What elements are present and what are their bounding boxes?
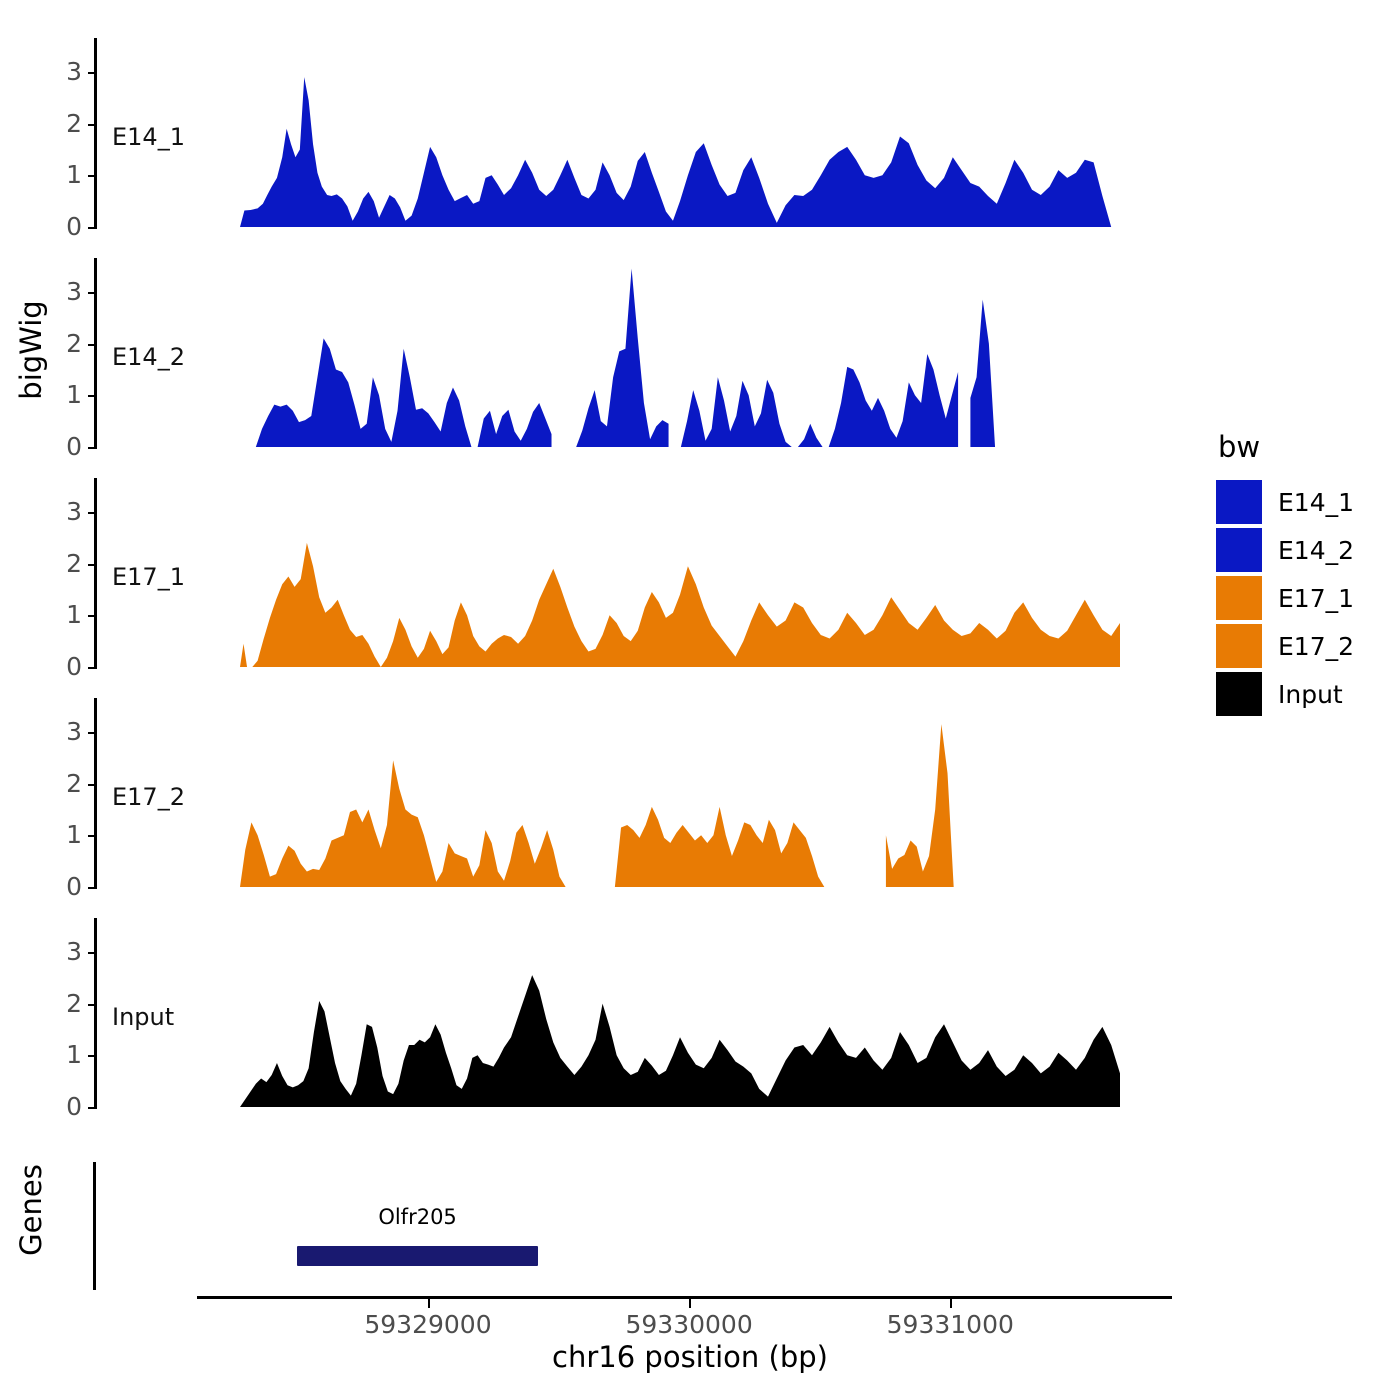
- y-tick: [88, 1107, 97, 1109]
- y-tick: [88, 1003, 97, 1006]
- x-axis-title: chr16 position (bp): [552, 1340, 828, 1374]
- y-tick: [88, 887, 97, 889]
- y-tick-label: 3: [66, 936, 82, 966]
- y-tick-label: 3: [66, 716, 82, 746]
- legend: bw E14_1 E14_2 E17_1 E17_2 Input: [1216, 430, 1354, 718]
- y-tick: [88, 123, 97, 126]
- x-tick-label: 59331000: [886, 1310, 1014, 1339]
- track-label-input: Input: [112, 1002, 175, 1031]
- gene-label: Olfr205: [378, 1205, 457, 1229]
- y-tick: [88, 563, 97, 566]
- y-tick: [88, 71, 97, 74]
- track-label-e17_2: E17_2: [112, 782, 185, 811]
- legend-swatch-icon: [1216, 576, 1262, 620]
- y-tick: [88, 951, 97, 954]
- legend-item-e14_2[interactable]: E14_2: [1216, 526, 1354, 574]
- y-tick-label: 2: [66, 988, 82, 1018]
- y-tick-label: 0: [66, 1092, 82, 1121]
- y-axis-line: [94, 698, 97, 888]
- waveform-input: [240, 975, 1120, 1107]
- y-tick: [88, 835, 97, 838]
- y-tick-label: 2: [66, 768, 82, 798]
- y-tick-label: 0: [66, 652, 82, 681]
- legend-item-e17_2[interactable]: E17_2: [1216, 622, 1354, 670]
- y-tick-label: 2: [66, 328, 82, 358]
- legend-swatch-icon: [1216, 480, 1262, 524]
- legend-item-label: E14_2: [1278, 535, 1355, 565]
- y-tick: [88, 615, 97, 618]
- y-tick: [88, 511, 97, 514]
- y-tick-label: 2: [66, 548, 82, 578]
- y-tick: [88, 227, 97, 229]
- legend-item-e17_1[interactable]: E17_1: [1216, 574, 1354, 622]
- y-tick-label: 0: [66, 432, 82, 461]
- y-axis-line: [94, 258, 97, 448]
- y-tick-label: 1: [66, 600, 82, 630]
- y-tick-label: 1: [66, 380, 82, 410]
- y-tick: [88, 395, 97, 398]
- track-label-e14_1: E14_1: [112, 122, 185, 151]
- y-tick: [88, 783, 97, 786]
- y-tick: [88, 175, 97, 178]
- waveform-e14_2: [255, 268, 1120, 447]
- legend-swatch-icon: [1216, 672, 1262, 716]
- y-tick-label: 0: [66, 872, 82, 901]
- legend-swatch-icon: [1216, 528, 1262, 572]
- legend-item-label: E14_1: [1278, 487, 1355, 517]
- legend-item-input[interactable]: Input: [1216, 670, 1354, 718]
- legend-items: E14_1 E14_2 E17_1 E17_2 Input: [1216, 478, 1354, 718]
- y-tick-label: 1: [66, 160, 82, 190]
- track-label-e14_2: E14_2: [112, 342, 185, 371]
- waveform-e17_1: [240, 542, 1120, 667]
- y-tick-label: 1: [66, 820, 82, 850]
- x-tick: [428, 1299, 430, 1308]
- x-tick: [950, 1299, 953, 1308]
- y-tick-label: 0: [66, 212, 82, 241]
- y-tick-label: 2: [66, 108, 82, 138]
- y-tick: [88, 343, 97, 346]
- legend-item-label: E17_2: [1278, 631, 1355, 661]
- y-tick: [88, 667, 97, 669]
- legend-item-label: E17_1: [1278, 583, 1355, 613]
- legend-swatch-icon: [1216, 624, 1262, 668]
- y-axis-line: [94, 38, 97, 228]
- y-axis-line: [94, 918, 97, 1108]
- track-label-e17_1: E17_1: [112, 562, 185, 591]
- legend-item-e14_1[interactable]: E14_1: [1216, 478, 1354, 526]
- x-tick-label: 59330000: [625, 1310, 753, 1339]
- legend-title: bw: [1218, 430, 1261, 464]
- genes-axis-line: [93, 1162, 96, 1290]
- x-axis-line: [197, 1296, 1172, 1299]
- genes-axis-title: Genes: [14, 1164, 48, 1256]
- y-axis-line: [94, 478, 97, 668]
- gene-feature[interactable]: [297, 1246, 538, 1266]
- x-tick: [689, 1299, 692, 1308]
- waveform-e14_1: [240, 77, 1112, 227]
- y-tick: [88, 291, 97, 294]
- y-tick-label: 3: [66, 496, 82, 526]
- y-tick: [88, 447, 97, 449]
- legend-item-label: Input: [1278, 679, 1343, 709]
- y-tick-label: 3: [66, 56, 82, 86]
- y-tick: [88, 1055, 97, 1058]
- waveform-e17_2: [240, 724, 1016, 887]
- y-tick-label: 1: [66, 1040, 82, 1070]
- y-axis-title: bigWig: [14, 300, 48, 400]
- x-tick-label: 59329000: [364, 1310, 492, 1339]
- y-tick: [88, 731, 97, 734]
- y-tick-label: 3: [66, 276, 82, 306]
